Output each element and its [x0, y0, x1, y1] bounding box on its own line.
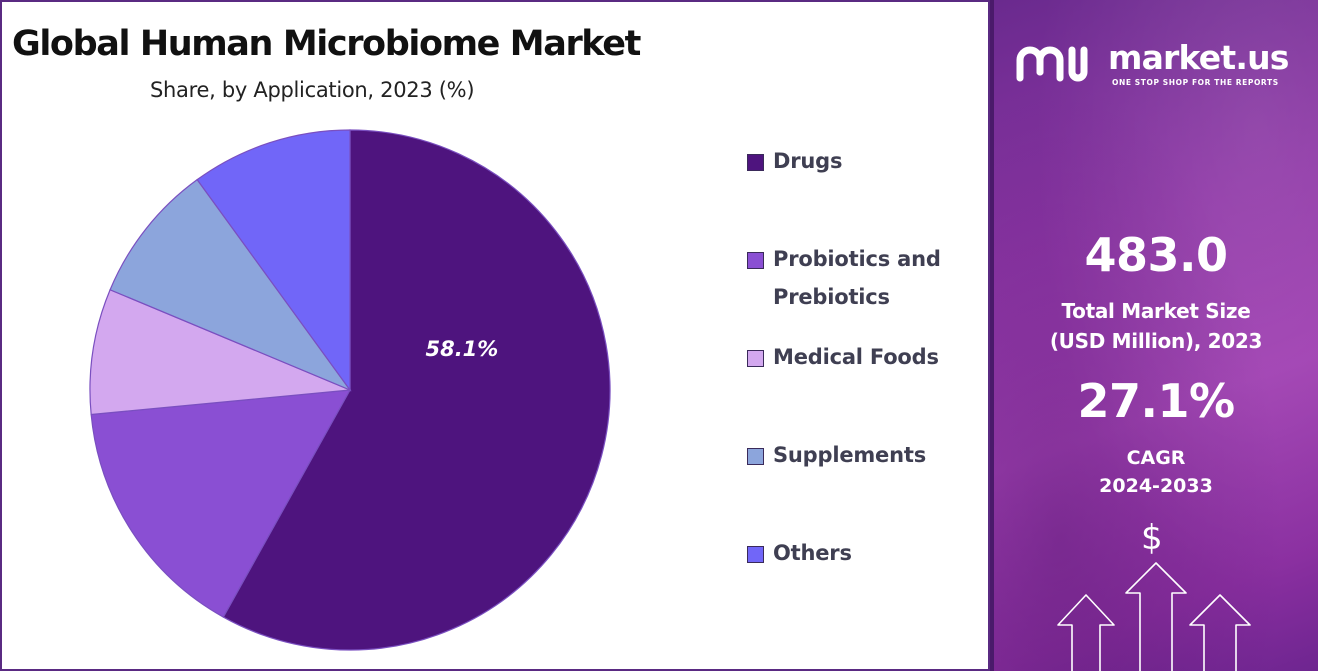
legend-swatch-medical-foods [747, 350, 764, 367]
market-us-logo-icon [1016, 46, 1088, 82]
growth-arrows-icon [1057, 562, 1251, 671]
legend-item-drugs: Drugs [747, 142, 973, 180]
legend-label-supplements: Supplements [773, 443, 926, 467]
cagr-label: CAGR [1126, 447, 1186, 469]
legend-swatch-supplements [747, 448, 764, 465]
pie-chart: 58.1% [89, 129, 611, 651]
brand-logo: market.us ONE STOP SHOP FOR THE REPORTS [1014, 36, 1314, 96]
chart-subtitle: Share, by Application, 2023 (%) [150, 78, 475, 102]
brand-name: market.us [1108, 38, 1289, 77]
legend-item-others: Others [747, 534, 973, 572]
pie-slice-supplements [109, 178, 352, 392]
market-size-value: 483.0 [1084, 228, 1228, 282]
summary-panel: market.us ONE STOP SHOP FOR THE REPORTS … [990, 0, 1318, 671]
market-size-label-line2: (USD Million), 2023 [1049, 329, 1263, 353]
pie-slice-others [196, 129, 351, 392]
cagr-value: 27.1% [1077, 374, 1235, 428]
up-arrow-icon [1189, 594, 1251, 671]
panel-background-overlay [994, 0, 1318, 671]
chart-panel: Global Human Microbiome Market Share, by… [0, 0, 990, 671]
market-size-label-line1: Total Market Size [1061, 299, 1251, 323]
pie-data-label: 58.1% [425, 337, 498, 361]
legend-item-supplements: Supplements [747, 436, 973, 474]
pie-slice-medical-foods [89, 288, 351, 416]
legend-label-others: Others [773, 541, 852, 565]
legend-item-medical-foods: Medical Foods [747, 338, 973, 376]
chart-legend: Drugs Probiotics and Prebiotics Medical … [747, 2, 987, 671]
brand-tagline: ONE STOP SHOP FOR THE REPORTS [1112, 78, 1279, 87]
pie-slice-drugs [222, 129, 611, 651]
legend-label-drugs: Drugs [773, 149, 843, 173]
up-arrow-icon [1125, 562, 1187, 671]
cagr-period: 2024-2033 [1099, 475, 1213, 497]
pie-slices [89, 129, 611, 651]
dollar-icon: $ [1141, 518, 1163, 558]
pie-labels: 58.1% [425, 337, 498, 361]
legend-label-probiotics-and-prebiotics: Probiotics and Prebiotics [773, 247, 941, 309]
pie-slice-probiotics-and-prebiotics [90, 389, 352, 618]
legend-swatch-others [747, 546, 764, 563]
chart-title: Global Human Microbiome Market [12, 24, 641, 64]
legend-label-medical-foods: Medical Foods [773, 345, 939, 369]
up-arrow-icon [1057, 594, 1115, 671]
legend-swatch-drugs [747, 154, 764, 171]
legend-item-probiotics-and-prebiotics: Probiotics and Prebiotics [747, 240, 973, 316]
legend-swatch-probiotics-and-prebiotics [747, 252, 764, 269]
